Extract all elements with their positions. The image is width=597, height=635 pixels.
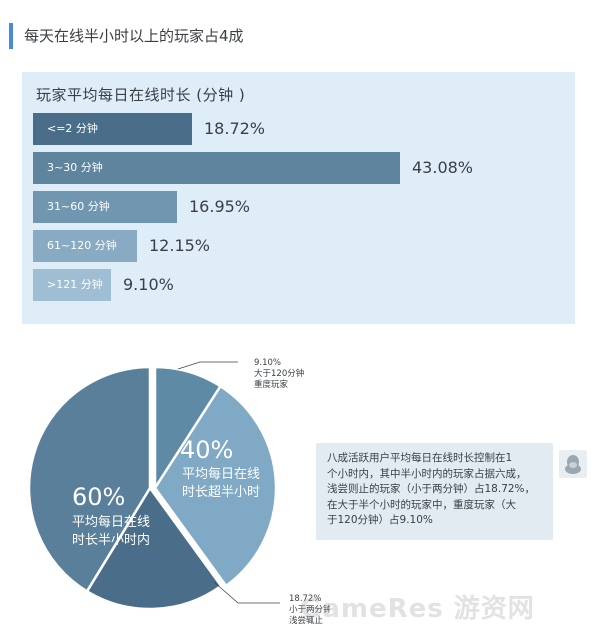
bar-4: >121 分钟: [33, 269, 111, 301]
callout-line-3: 浅尝则止的玩家（小于两分钟）占18.72%，: [327, 483, 536, 496]
callout-line-4: 在大于半个小时的玩家中，重度玩家（大: [327, 498, 516, 511]
pie-right-pct: 40%: [180, 436, 233, 464]
bar-value-label: 16.95%: [189, 197, 251, 216]
bar-value-label: 12.15%: [149, 236, 211, 255]
pie-left-label-line2: 时长半小时内: [72, 532, 150, 548]
bar-0: <=2 分钟: [33, 113, 192, 145]
watermark: GameRes 游资网: [300, 594, 535, 624]
light-label-line1: 小于两分钟: [289, 604, 330, 615]
qq-penguin-icon: [559, 450, 587, 478]
callout-line-2: 个小时内，其中半小时内的玩家占据六成，: [327, 467, 527, 480]
pie-right-label-line2: 时长超半小时: [182, 485, 260, 500]
pie-left-label-line1: 平均每日在线: [72, 514, 150, 530]
bar-category-label: 3~30 分钟: [47, 161, 103, 174]
bar-chart-title: 玩家平均每日在线时长 (分钟 ): [36, 86, 246, 104]
light-leader-line: [213, 581, 280, 604]
pie-slice-over-half-hour: [153, 384, 278, 588]
bar-value-label: 9.10%: [123, 275, 174, 294]
pie-chart: 9.10% 大于120分钟 重度玩家 18.72% 小于两分钟 浅尝辄止 60%…: [27, 358, 330, 625]
bar-2: 31~60 分钟: [33, 191, 177, 223]
callout-line-5: 于120分钟）占9.10%: [327, 514, 433, 527]
heavy-label-line1: 大于120分钟: [254, 368, 304, 379]
heavy-label-line2: 重度玩家: [254, 379, 289, 390]
bar-category-label: 61~120 分钟: [47, 239, 117, 252]
light-pct-label: 18.72%: [289, 594, 321, 604]
section-header: 每天在线半小时以上的玩家占4成: [9, 23, 244, 49]
pie-slice-light: [85, 485, 223, 611]
light-label-line2: 浅尝辄止: [289, 615, 324, 625]
bar-category-label: >121 分钟: [47, 278, 103, 291]
pie-right-label-line1: 平均每日在线: [182, 466, 260, 482]
heavy-pct-label: 9.10%: [254, 358, 281, 368]
bar-category-label: <=2 分钟: [47, 122, 98, 135]
pie-slice-under-half-hour: [27, 365, 152, 594]
bar-category-label: 31~60 分钟: [47, 200, 110, 213]
bar-1: 3~30 分钟: [33, 152, 400, 184]
callout-line-1: 八成活跃用户平均每日在线时长控制在1: [327, 452, 513, 464]
bar-value-label: 18.72%: [204, 119, 266, 138]
bar-value-label: 43.08%: [412, 158, 474, 177]
heavy-leader-line: [177, 361, 238, 370]
section-title: 每天在线半小时以上的玩家占4成: [24, 27, 244, 45]
bar-3: 61~120 分钟: [33, 230, 137, 262]
bar-chart-panel: 玩家平均每日在线时长 (分钟 ) <=2 分钟 18.72% 3~30 分钟 43.0…: [22, 72, 575, 324]
pie-left-pct: 60%: [72, 483, 125, 511]
summary-callout: 八成活跃用户平均每日在线时长控制在1 个小时内，其中半小时内的玩家占据六成， 浅…: [316, 443, 553, 540]
